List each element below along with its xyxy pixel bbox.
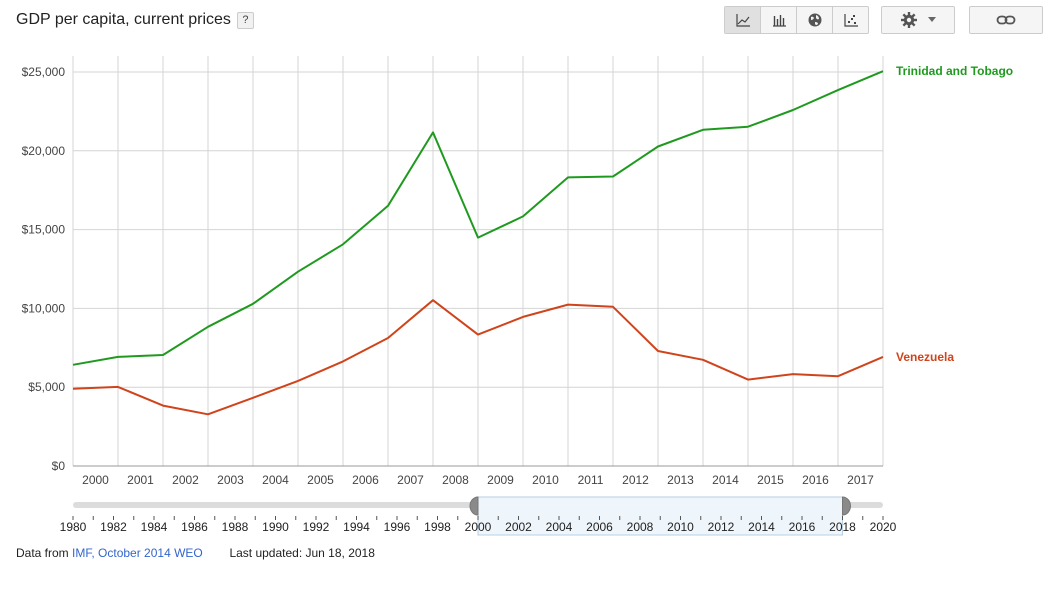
- chart-footer: Data from IMF, October 2014 WEO Last upd…: [16, 546, 375, 560]
- scatter-chart-icon: [843, 14, 858, 27]
- x-tick-label: 2006: [352, 473, 379, 487]
- y-tick-label: $25,000: [22, 65, 66, 79]
- link-icon: [996, 15, 1016, 25]
- slider-tick-label: 1992: [303, 520, 330, 534]
- line-chart-icon: [735, 14, 750, 27]
- y-tick-label: $5,000: [28, 380, 65, 394]
- series-line: [72, 70, 884, 366]
- series-label: Trinidad and Tobago: [896, 64, 1013, 78]
- gdp-line-chart: $0 $5,000 $10,000 $15,000 $20,000 $25,000 200…: [22, 56, 1013, 536]
- chart-series: Trinidad and Tobago Venezuela: [72, 64, 1013, 416]
- slider-tick-label: 2014: [748, 520, 775, 534]
- slider-tick-label: 2002: [505, 520, 532, 534]
- x-tick-label: 2002: [172, 473, 199, 487]
- x-tick-label: 2011: [578, 473, 604, 487]
- y-tick-label: $0: [52, 459, 66, 473]
- y-tick-label: $10,000: [22, 301, 66, 315]
- help-button[interactable]: ?: [236, 11, 254, 29]
- x-tick-label: 2016: [802, 473, 829, 487]
- scatter-chart-button[interactable]: [833, 7, 868, 33]
- slider-tick-label: 1980: [60, 520, 87, 534]
- series-line: [72, 299, 884, 416]
- slider-tick-label: 2010: [667, 520, 694, 534]
- bar-chart-icon: [772, 15, 786, 27]
- slider-tick-label: 2000: [465, 520, 492, 534]
- map-chart-button[interactable]: [797, 7, 833, 33]
- gear-icon: [901, 12, 917, 28]
- slider-start-handle[interactable]: [469, 496, 479, 516]
- x-tick-label: 2014: [712, 473, 739, 487]
- chart-title: GDP per capita, current prices: [16, 11, 231, 28]
- slider-tick-label: 2016: [789, 520, 816, 534]
- x-tick-label: 2004: [262, 473, 289, 487]
- x-tick-label: 2003: [217, 473, 244, 487]
- slider-tick-label: 1996: [384, 520, 411, 534]
- slider-tick-label: 1994: [343, 520, 370, 534]
- slider-tick-label: 1998: [424, 520, 451, 534]
- chart-header: GDP per capita, current prices ?: [16, 11, 254, 29]
- x-tick-label: 2005: [307, 473, 334, 487]
- slider-tick-label: 1986: [181, 520, 208, 534]
- x-tick-label: 2008: [442, 473, 469, 487]
- x-tick-label: 2001: [127, 473, 154, 487]
- chart-type-toolbar: [724, 6, 869, 34]
- chevron-down-icon: [928, 17, 936, 22]
- slider-tick-label: 2006: [586, 520, 613, 534]
- data-source-link[interactable]: IMF, October 2014 WEO: [72, 546, 203, 560]
- y-axis: $0 $5,000 $10,000 $15,000 $20,000 $25,000: [22, 65, 66, 473]
- share-link-button[interactable]: [969, 6, 1043, 34]
- last-updated-label: Last updated: Jun 18, 2018: [229, 546, 375, 560]
- slider-tick-label: 1982: [100, 520, 127, 534]
- x-tick-label: 2017: [847, 473, 874, 487]
- y-tick-label: $20,000: [22, 144, 66, 158]
- range-slider[interactable]: 1980 1982 1984 1986 1988 1990 1992 1994 1996 1998…: [60, 496, 897, 536]
- chart-grid: [72, 56, 884, 467]
- slider-tick-label: 1990: [262, 520, 289, 534]
- x-tick-label: 2007: [397, 473, 424, 487]
- settings-button[interactable]: [881, 6, 955, 34]
- x-tick-label: 2000: [82, 473, 109, 487]
- slider-tick-label: 2020: [870, 520, 897, 534]
- x-tick-label: 2009: [487, 473, 514, 487]
- data-source-label: Data from: [16, 546, 69, 560]
- line-chart-button[interactable]: [725, 7, 761, 33]
- slider-tick-label: 1988: [222, 520, 249, 534]
- slider-tick-label: 2018: [829, 520, 856, 534]
- slider-end-handle[interactable]: [842, 496, 851, 516]
- slider-tick-label: 2008: [627, 520, 654, 534]
- slider-tick-label: 1984: [141, 520, 168, 534]
- series-label: Venezuela: [896, 350, 954, 364]
- globe-icon: [808, 13, 821, 27]
- x-tick-label: 2013: [667, 473, 694, 487]
- y-tick-label: $15,000: [22, 223, 66, 237]
- x-axis: 2000 2001 2002 2003 2004 2005 2006 2007 2008 2009…: [82, 473, 874, 487]
- x-tick-label: 2012: [622, 473, 649, 487]
- x-tick-label: 2010: [532, 473, 559, 487]
- x-tick-label: 2015: [757, 473, 784, 487]
- slider-tick-label: 2004: [546, 520, 573, 534]
- slider-tick-label: 2012: [708, 520, 735, 534]
- bar-chart-button[interactable]: [761, 7, 797, 33]
